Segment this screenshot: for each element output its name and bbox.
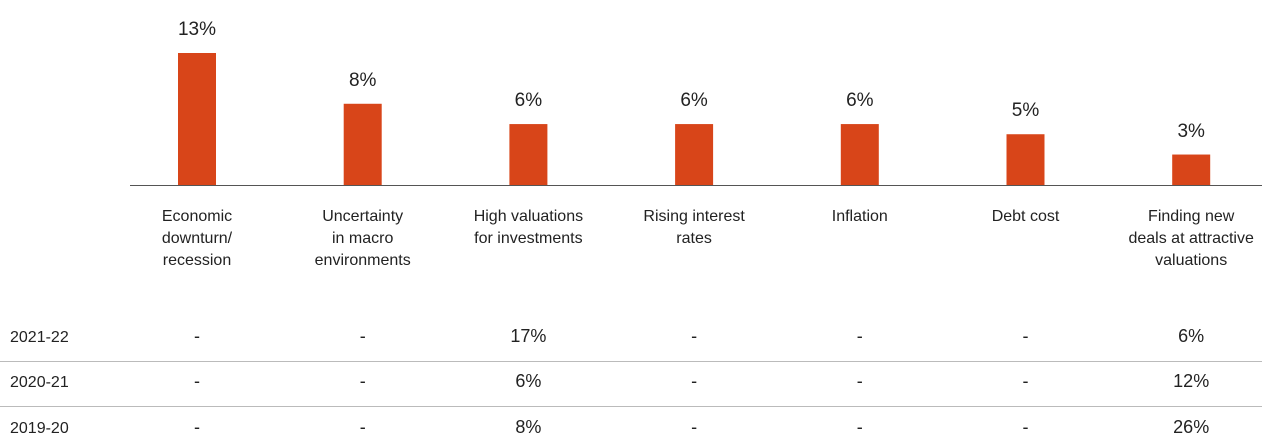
table-cell: - <box>359 326 366 346</box>
x-tick-label: Rising interest rates <box>643 208 745 247</box>
table-cell: 12% <box>1173 371 1210 391</box>
bar <box>1006 134 1045 185</box>
bar <box>178 53 216 185</box>
value-label: 6% <box>680 90 708 112</box>
table-cell: 6% <box>1178 326 1205 346</box>
x-tick-label: Uncertainty in macro environments <box>314 208 411 269</box>
table-cell: 8% <box>515 417 542 437</box>
x-tick-label: Economic downturn/ recession <box>161 208 233 269</box>
table-cell: - <box>691 326 698 346</box>
x-tick-label: Finding new deals at attractive valuatio… <box>1128 208 1254 269</box>
table-cell: 17% <box>510 326 547 346</box>
table-cell: 26% <box>1173 417 1210 437</box>
row-label: 2021-22 <box>10 329 69 346</box>
bar <box>1172 154 1211 185</box>
table-cell: - <box>856 417 863 437</box>
table-cell: - <box>194 417 200 437</box>
table-cell: - <box>194 326 200 346</box>
table-cell: - <box>856 371 863 391</box>
x-tick-label: Debt cost <box>991 208 1060 225</box>
table-cell: - <box>691 417 698 437</box>
table-cell: - <box>1022 326 1029 346</box>
value-label: 3% <box>1177 120 1205 142</box>
table-cell: 6% <box>515 371 542 391</box>
value-label: 6% <box>514 90 543 112</box>
bar <box>675 124 714 185</box>
row-label: 2019-20 <box>10 420 69 437</box>
x-tick-label: High valuations for investments <box>473 208 584 247</box>
bar <box>840 124 879 185</box>
table-cell: - <box>359 417 366 437</box>
value-label: 5% <box>1011 100 1040 122</box>
value-label: 6% <box>846 90 874 112</box>
bar <box>509 124 548 185</box>
bar <box>343 103 382 185</box>
row-label: 2020-21 <box>10 374 69 391</box>
table-cell: - <box>1022 371 1029 391</box>
table-cell: - <box>856 326 863 346</box>
table-cell: - <box>1022 417 1029 437</box>
value-label: 13% <box>177 19 217 40</box>
table-cell: - <box>691 371 698 391</box>
table-cell: - <box>194 371 200 391</box>
table-cell: - <box>359 371 366 391</box>
value-label: 8% <box>348 69 377 91</box>
x-tick-label: Inflation <box>831 208 888 225</box>
